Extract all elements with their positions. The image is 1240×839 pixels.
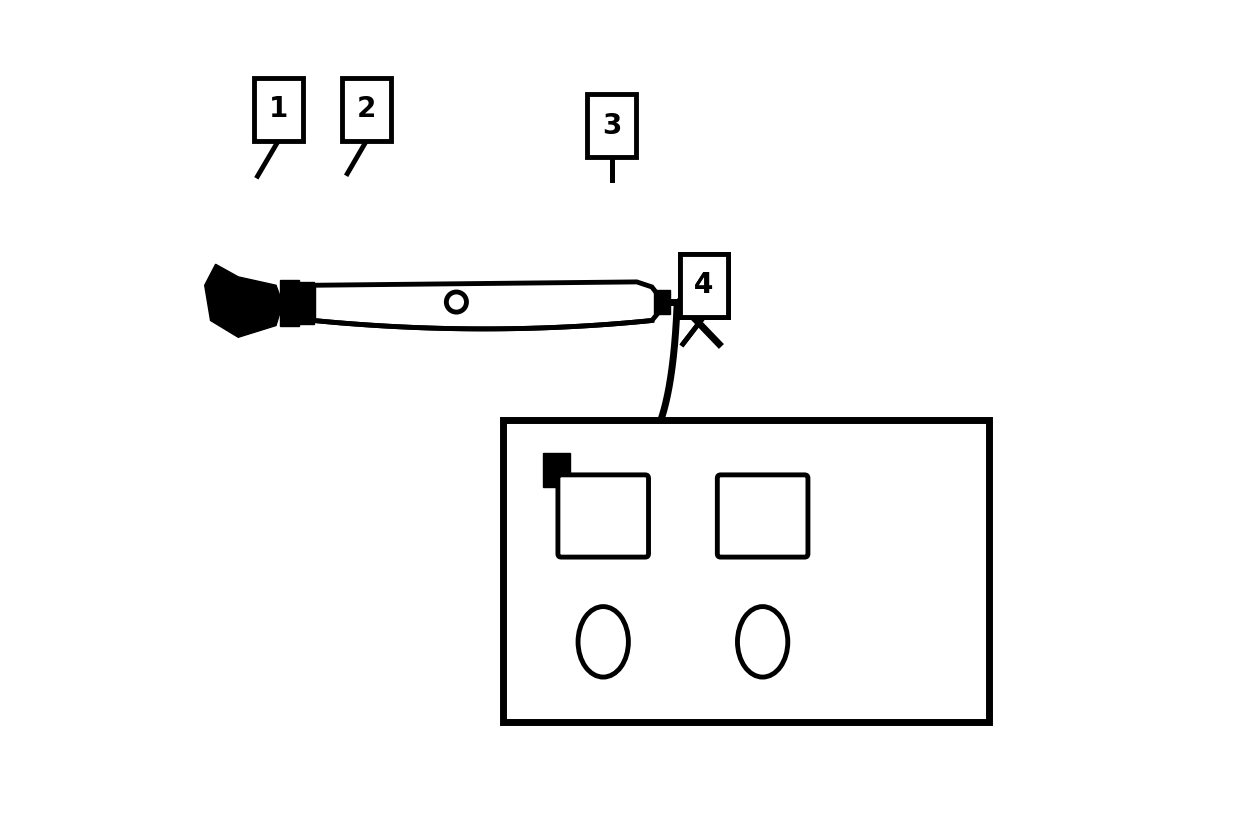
Bar [280,280,299,326]
FancyBboxPatch shape [254,78,303,141]
Bar [502,420,990,722]
FancyBboxPatch shape [680,254,728,316]
Text: 1: 1 [269,95,288,123]
Text: 3: 3 [601,112,621,140]
Text: 4: 4 [694,271,713,300]
Circle shape [446,292,466,312]
Text: 4: 4 [694,271,713,300]
Ellipse shape [578,607,629,677]
FancyBboxPatch shape [558,475,649,557]
Bar [299,282,314,324]
Polygon shape [205,264,283,337]
FancyBboxPatch shape [342,78,391,141]
FancyBboxPatch shape [680,254,728,316]
Ellipse shape [738,607,787,677]
FancyBboxPatch shape [588,95,636,158]
Text: 2: 2 [357,95,376,123]
Bar [653,290,671,314]
Bar [543,453,569,487]
FancyBboxPatch shape [717,475,808,557]
Polygon shape [314,282,660,329]
